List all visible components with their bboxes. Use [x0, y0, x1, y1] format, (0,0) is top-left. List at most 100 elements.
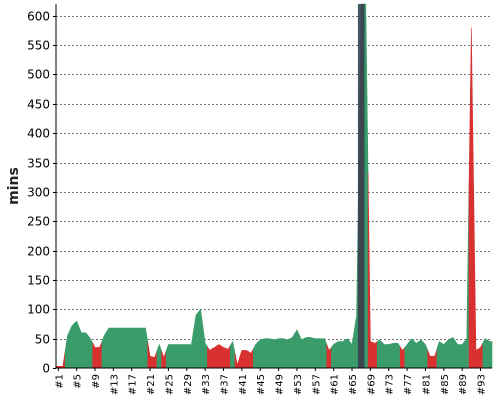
area-segment: [138, 327, 144, 369]
area-segment: [404, 340, 410, 369]
area-segment: [317, 338, 323, 369]
area-segment: [436, 341, 442, 369]
x-tick-label: #41: [238, 374, 249, 395]
area-segment: [399, 345, 406, 369]
area-segment: [115, 327, 121, 369]
area-segment: [372, 340, 378, 369]
x-tick-label: #9: [91, 374, 102, 389]
area-segment: [193, 311, 199, 369]
x-tick-label: #21: [146, 374, 157, 395]
y-tick-label: 550: [27, 39, 50, 53]
x-tick-label: #37: [220, 374, 231, 395]
area-segment: [202, 326, 208, 369]
area-segment: [257, 338, 263, 369]
area-segment: [175, 344, 181, 369]
highlight-bar: [357, 4, 365, 368]
x-tick-label: #61: [330, 374, 341, 395]
x-tick-label: #5: [73, 374, 84, 389]
x-tick-label: #89: [458, 374, 469, 395]
area-segment: [340, 339, 346, 369]
area-segment: [74, 320, 80, 369]
area-segment: [280, 338, 286, 369]
y-tick-label: 200: [27, 245, 50, 259]
x-tick-label: #77: [403, 374, 414, 395]
grid: [56, 16, 492, 340]
area-segment: [239, 350, 245, 369]
x-tick-label: #25: [164, 374, 175, 395]
area-segment: [344, 338, 351, 369]
y-tick-label: 450: [27, 98, 50, 112]
area-segment: [262, 338, 268, 369]
highlight-marker: [357, 4, 365, 368]
area-segment: [248, 348, 254, 369]
x-tick-label: #57: [311, 374, 322, 395]
area-segment: [432, 348, 438, 369]
y-tick-label: 300: [27, 186, 50, 200]
area-segment: [477, 342, 484, 369]
x-tick-label: #1: [54, 374, 65, 389]
area-segment: [83, 332, 89, 369]
area-segment: [381, 341, 387, 369]
area-segment: [367, 172, 373, 369]
x-tick-label: #69: [366, 374, 377, 395]
area-segment: [225, 344, 231, 369]
area-segment: [64, 330, 71, 369]
x-tick-label: #53: [293, 374, 304, 395]
area-segment: [234, 353, 240, 369]
area-segment: [220, 345, 227, 369]
area-segment: [211, 345, 217, 369]
area-segment: [459, 340, 465, 369]
area-segment: [275, 338, 282, 369]
x-tick-label: #17: [128, 374, 139, 395]
y-tick-label: 0: [42, 362, 50, 376]
area-segment: [119, 327, 126, 369]
area-segment: [376, 339, 383, 369]
area-segment: [197, 308, 204, 369]
area-segment: [156, 343, 162, 369]
area-segment: [473, 188, 479, 369]
x-tick-label: #29: [183, 374, 194, 395]
y-tick-label: 600: [27, 10, 50, 24]
area-segment: [298, 334, 305, 369]
area-segment: [230, 340, 236, 369]
area-segment: [418, 339, 424, 369]
area-segment: [147, 342, 153, 369]
x-tick-label: #73: [385, 374, 396, 395]
area-segment: [349, 329, 355, 369]
area-segment: [184, 344, 190, 369]
area-segment: [161, 350, 167, 369]
area-segment: [266, 338, 273, 369]
area-segment: [129, 327, 135, 369]
y-tick-label: 400: [27, 127, 50, 141]
x-tick-label: #85: [440, 374, 451, 395]
area-segment: [289, 332, 295, 369]
area-segment: [97, 341, 103, 369]
x-tick-label: #33: [201, 374, 212, 395]
area-segment: [427, 350, 433, 369]
area-segment: [60, 350, 66, 369]
y-tick-label: 500: [27, 68, 50, 82]
area-segment: [207, 345, 213, 369]
area-segment: [487, 339, 493, 369]
y-tick-label: 50: [35, 333, 50, 347]
area-segment: [303, 337, 309, 369]
area-segment: [101, 330, 107, 369]
area-segment: [413, 340, 419, 369]
area-segment: [395, 343, 401, 369]
y-tick-label: 350: [27, 157, 50, 171]
area-segment: [294, 329, 300, 369]
y-ticks: 0 50 100 150 200 250 300 350 400 450 500 550 600: [27, 10, 56, 376]
area-segment: [133, 327, 139, 369]
area-segment: [170, 344, 176, 369]
area-segment: [243, 350, 250, 369]
area-segment: [468, 27, 474, 369]
area-segment: [106, 327, 112, 369]
y-tick-label: 150: [27, 274, 50, 288]
area-segment: [326, 344, 332, 369]
area-segment: [142, 327, 149, 369]
area-segment: [390, 343, 396, 369]
area-segment: [188, 329, 194, 369]
area-segment: [482, 338, 488, 369]
